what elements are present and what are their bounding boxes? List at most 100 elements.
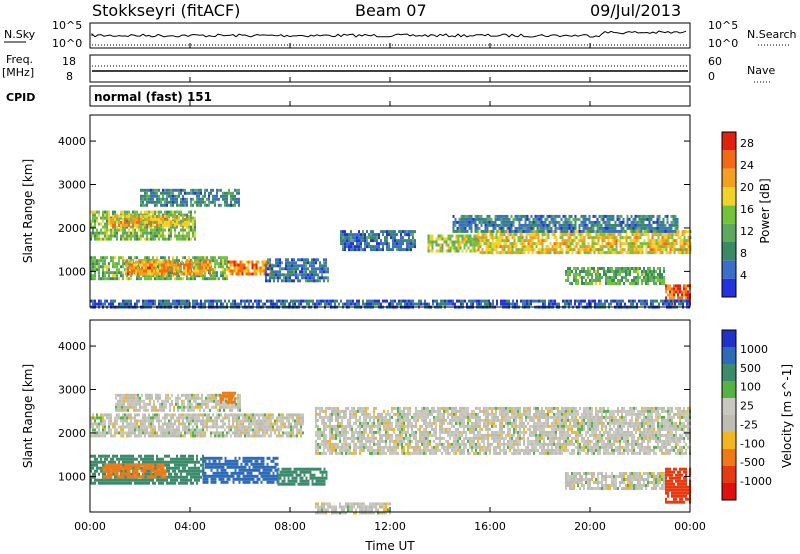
velocity-cell [262, 428, 264, 432]
power-cell [220, 299, 222, 303]
velocity-cell [196, 428, 198, 432]
power-cell [511, 248, 514, 252]
velocity-cell [228, 428, 230, 432]
power-cell [574, 217, 577, 221]
power-cell [154, 237, 156, 241]
power-cell [180, 188, 182, 192]
power-cell [311, 276, 313, 280]
power-cell [181, 260, 183, 264]
velocity-cell [122, 434, 124, 438]
velocity-cell [192, 416, 194, 420]
power-cell [537, 248, 540, 252]
power-cell [671, 242, 674, 246]
power-cell [253, 269, 256, 273]
power-cell [148, 217, 150, 221]
velocity-cell [130, 416, 132, 420]
power-cell [660, 223, 663, 227]
velocity-cell [131, 405, 133, 409]
power-cell [174, 219, 176, 223]
power-cell [659, 279, 661, 282]
velocity-cell [194, 416, 196, 420]
power-cell [502, 217, 505, 221]
power-cell [587, 248, 590, 252]
velocity-cell [200, 413, 202, 417]
power-cell [675, 233, 678, 237]
power-cell [234, 197, 236, 201]
power-cell [602, 226, 605, 230]
power-cell [683, 239, 686, 243]
power-cell [166, 299, 168, 303]
power-cell [607, 282, 609, 285]
power-cell [625, 276, 627, 279]
power-cell [164, 274, 166, 278]
velocity-cell [114, 416, 116, 420]
velocity-cell [190, 428, 192, 432]
power-cell [235, 263, 238, 267]
power-cell [299, 264, 301, 268]
power-cell [662, 302, 664, 306]
power-cell [503, 242, 506, 246]
power-cell [186, 213, 188, 217]
power-cell [279, 276, 281, 280]
power-cell [461, 237, 464, 241]
velocity-cell [182, 419, 184, 423]
power-cell [526, 302, 528, 306]
power-cell [476, 223, 479, 227]
power-cell [495, 242, 498, 246]
power-cell [108, 210, 110, 214]
velocity-cell [98, 428, 100, 432]
power-cell [663, 242, 666, 246]
power-cell [220, 203, 222, 207]
power-cell [171, 269, 173, 273]
power-cell [356, 299, 358, 303]
power-cell [102, 231, 104, 235]
velocity-cell [252, 422, 254, 426]
power-cell [650, 229, 653, 233]
velocity-cell [178, 419, 180, 423]
power-cell [226, 302, 228, 306]
power-cell [309, 270, 311, 274]
power-cell [152, 274, 154, 278]
power-cell [394, 299, 396, 303]
power-cell [609, 233, 612, 237]
power-cell [570, 214, 573, 218]
power-cell [300, 299, 302, 303]
power-cell [431, 240, 434, 244]
power-cell [220, 265, 222, 269]
power-cell [589, 267, 591, 270]
power-cell [247, 263, 250, 267]
power-cell [134, 217, 136, 221]
power-cell [589, 236, 592, 240]
power-cell [633, 276, 635, 279]
power-cell [467, 237, 470, 241]
velocity-cell [220, 434, 222, 438]
power-cell [595, 279, 597, 282]
power-cell [569, 242, 572, 246]
power-cell [615, 282, 617, 285]
velocity-cell [140, 434, 142, 438]
power-cell [640, 220, 643, 224]
power-cell [140, 200, 142, 204]
power-cell [200, 203, 202, 207]
velocity-cell [92, 422, 94, 426]
power-cell [156, 203, 158, 207]
power-cell [136, 299, 138, 303]
velocity-cell [160, 419, 162, 423]
power-cell [159, 260, 161, 264]
power-cell [178, 210, 180, 214]
power-cell [261, 269, 264, 273]
power-cell [454, 229, 457, 233]
power-cell [631, 242, 634, 246]
power-cell [226, 265, 228, 269]
power-cell [654, 299, 656, 303]
velocity-cell [140, 431, 142, 435]
power-cell [259, 269, 262, 273]
power-cell [459, 234, 462, 238]
power-cell [158, 277, 160, 281]
power-cell [687, 296, 689, 300]
power-cell [642, 223, 645, 227]
power-cell [235, 266, 238, 270]
velocity-cell [210, 419, 212, 423]
power-cell [656, 226, 659, 230]
